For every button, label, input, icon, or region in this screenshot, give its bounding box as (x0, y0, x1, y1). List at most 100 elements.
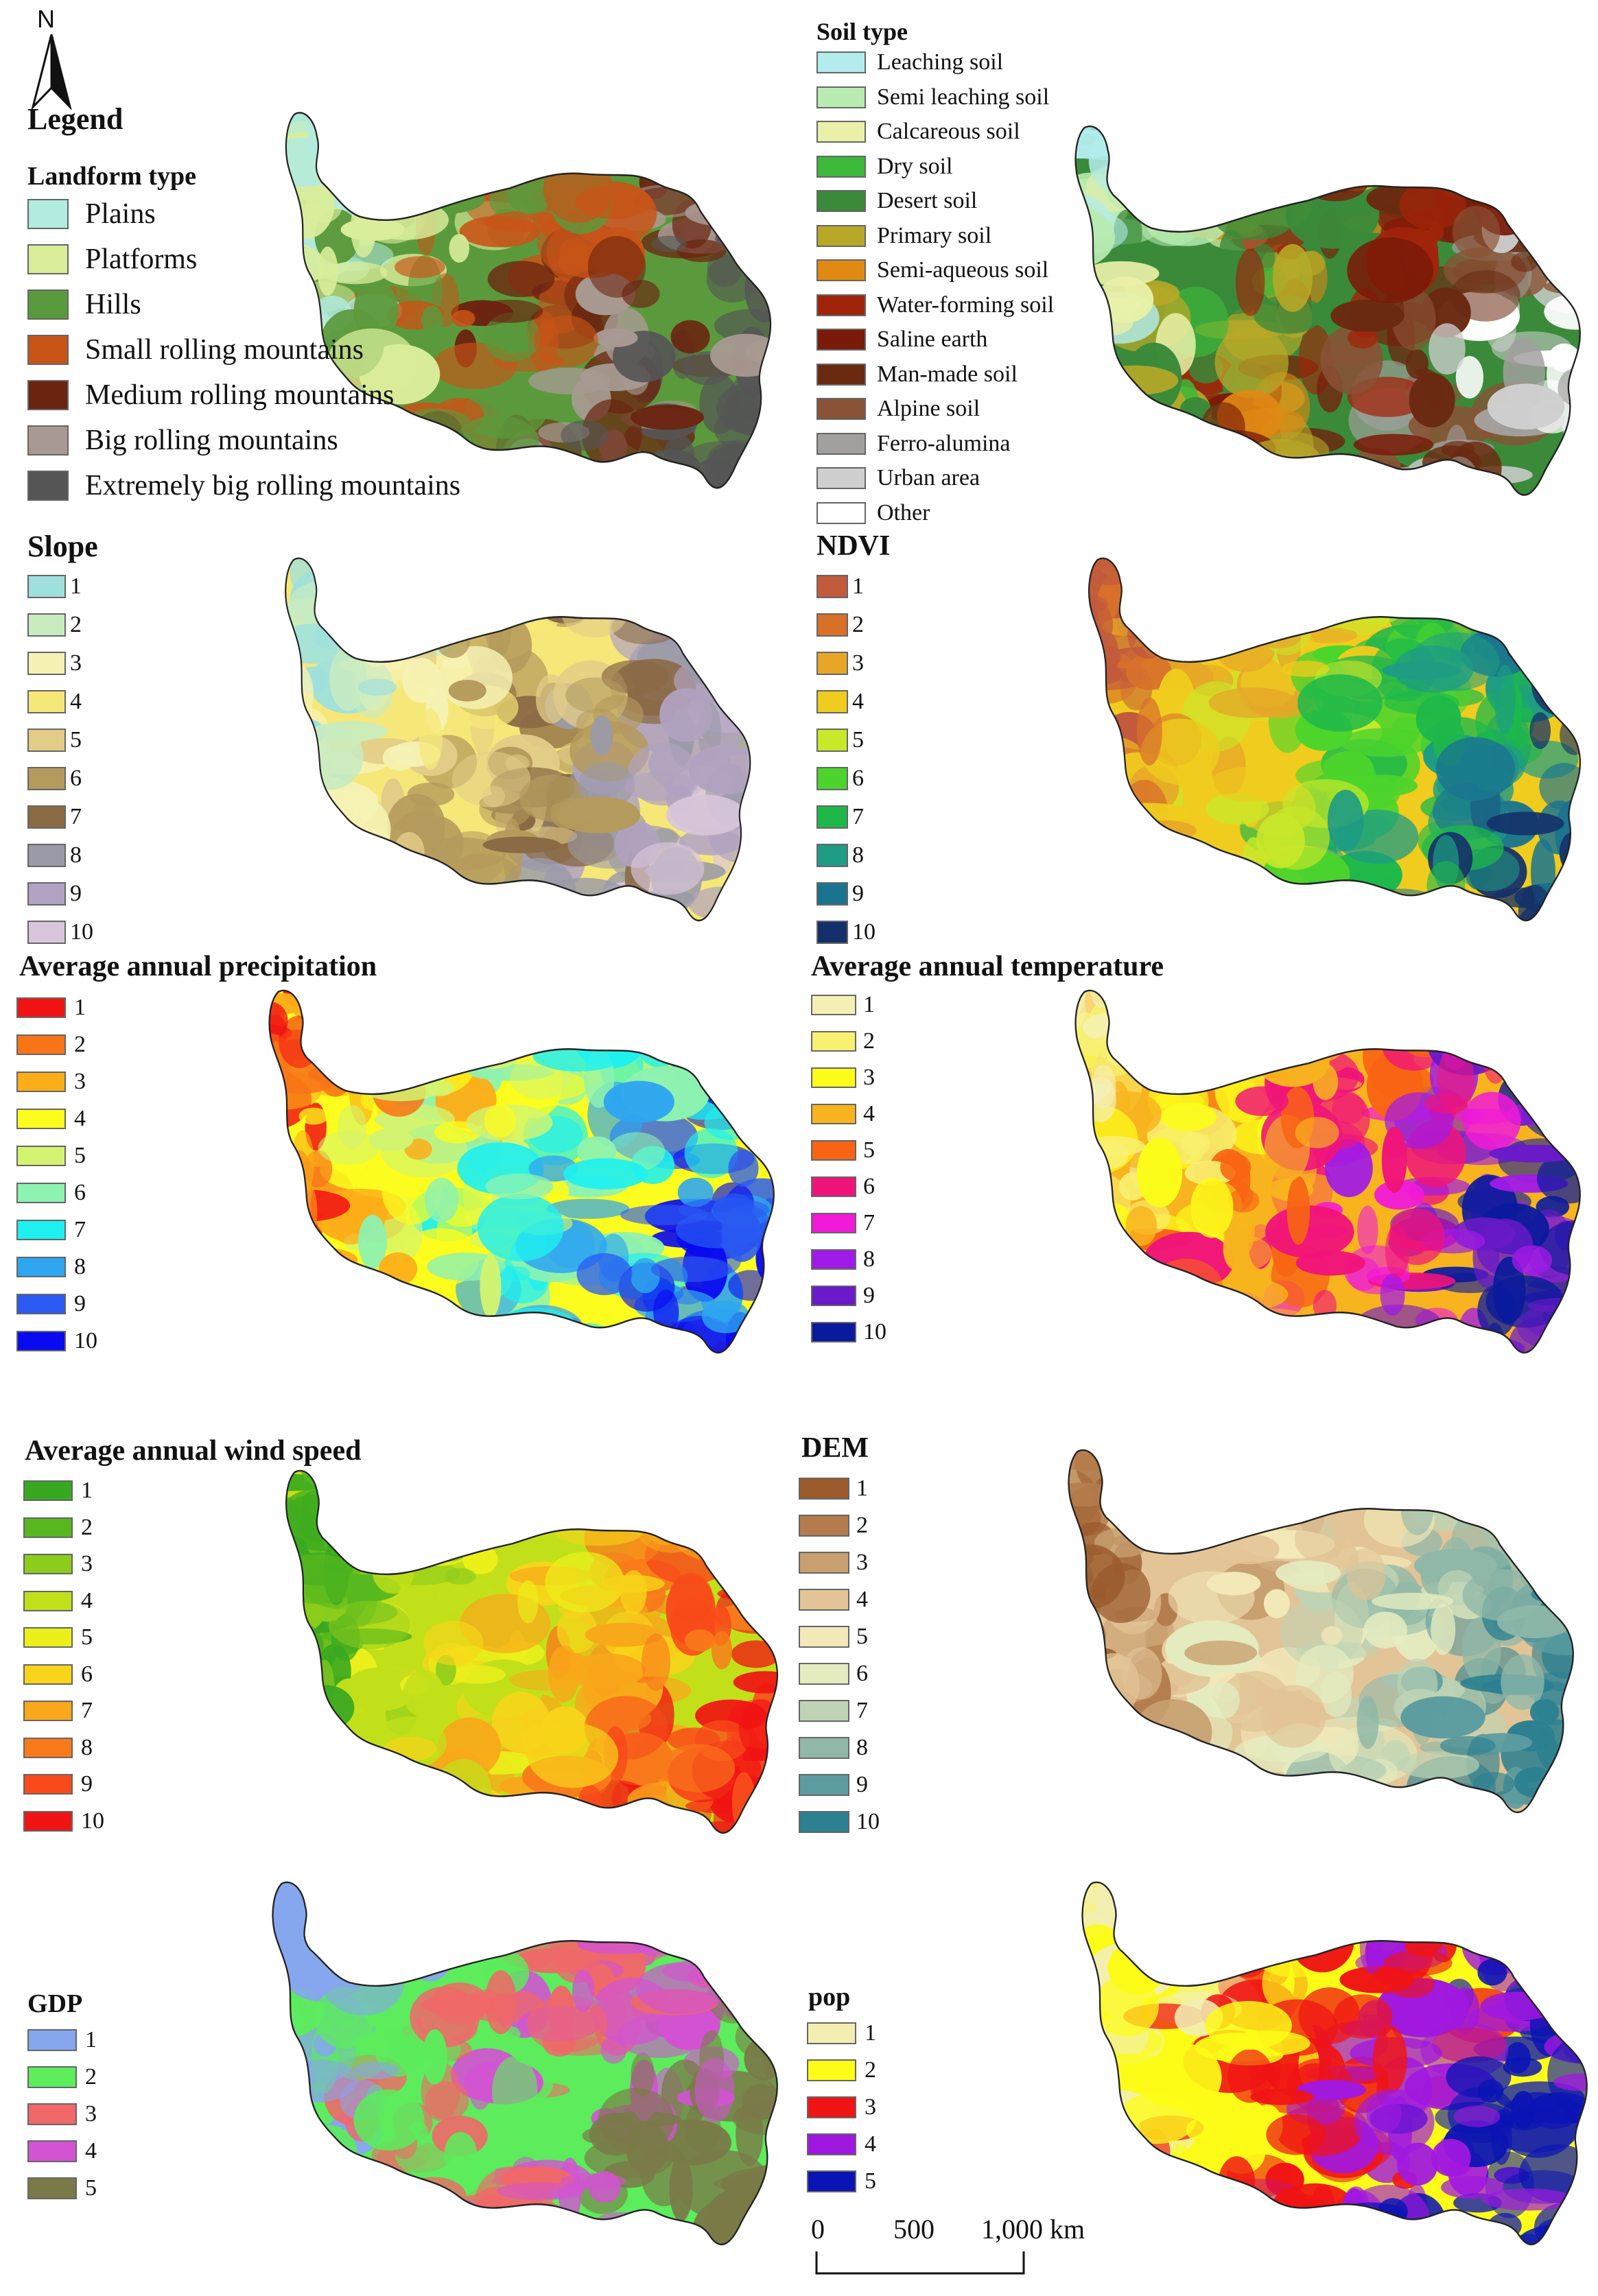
legend-label: Saline earth (877, 327, 988, 352)
legend-label: 8 (74, 1254, 86, 1279)
map-slope (274, 549, 755, 933)
legend-swatch (27, 2103, 77, 2125)
legend-label: 2 (856, 1513, 868, 1538)
legend-swatch (816, 51, 866, 73)
title-slope: Slope (27, 530, 98, 563)
legend-swatch (27, 2140, 77, 2162)
legend-swatch (799, 1478, 849, 1500)
legend-swatch (816, 398, 866, 420)
legend-label: 7 (81, 1698, 93, 1723)
legend-label: 7 (74, 1217, 86, 1242)
legend-swatch (23, 1701, 73, 1721)
legend-label: 3 (70, 650, 82, 676)
legend-label: 5 (863, 1137, 875, 1163)
legend-label: Big rolling mountains (85, 425, 338, 456)
legend-label: 2 (81, 1514, 93, 1540)
legend-swatch (816, 729, 848, 752)
legend-label: 4 (863, 1101, 875, 1126)
legend-swatch (27, 2029, 77, 2051)
legend-label: 2 (863, 1028, 875, 1054)
legend-swatch (811, 1176, 856, 1197)
legend-label: Plains (85, 198, 156, 230)
legend-swatch (23, 1774, 73, 1795)
title-soil: Soil type (816, 18, 908, 45)
title-dem: DEM (801, 1432, 869, 1464)
legend-label: Water-forming soil (877, 292, 1055, 318)
legend-swatch (811, 1067, 856, 1088)
legend-label: 2 (74, 1032, 86, 1057)
map-svg-pop (1081, 1881, 1588, 2245)
legend-swatch (816, 690, 848, 713)
legend-label: 10 (856, 1809, 880, 1834)
legend-label: Man-made soil (877, 361, 1018, 387)
scale-bar: 0 500 1,000 km (810, 2216, 1112, 2277)
legend-label: 7 (856, 1698, 868, 1723)
legend-swatch (23, 1664, 73, 1685)
legend-label: 9 (856, 1772, 868, 1797)
legend-swatch (811, 995, 856, 1015)
legend-label: 7 (70, 804, 82, 829)
legend-label: 3 (863, 1065, 875, 1090)
legend-swatch (27, 575, 66, 598)
map-svg-slope (285, 557, 751, 921)
legend-swatch (27, 2066, 77, 2088)
legend-swatch (16, 997, 66, 1018)
legend-swatch (816, 575, 848, 598)
north-label: N (37, 5, 55, 33)
legend-swatch (811, 1213, 856, 1233)
legend-swatch (23, 1737, 73, 1758)
legend-swatch (816, 155, 866, 178)
legend-swatch (27, 844, 66, 867)
legend-swatch (16, 1146, 66, 1166)
legend-label: 8 (81, 1734, 93, 1760)
legend-label: 9 (863, 1283, 875, 1308)
legend-label: 8 (863, 1246, 875, 1272)
legend-swatch (811, 1286, 856, 1306)
map-svg-temp (1074, 989, 1581, 1353)
legend-label: 9 (74, 1291, 86, 1316)
legend-label: Urban area (877, 465, 980, 490)
legend-swatch (23, 1517, 73, 1538)
legend-swatch (799, 1552, 849, 1574)
legend-swatch (23, 1627, 73, 1648)
legend-label: 3 (856, 1550, 868, 1575)
legend-label: 1 (81, 1478, 93, 1503)
legend-swatch (799, 1515, 849, 1537)
legend-swatch (807, 2096, 856, 2118)
map-dem (1057, 1441, 1578, 1825)
map-temp (1064, 981, 1585, 1365)
legend-heading: Legend (27, 102, 124, 136)
map-svg-gdp (272, 1881, 778, 2245)
legend-label: 4 (70, 689, 82, 714)
legend-swatch (816, 363, 866, 386)
legend-swatch (27, 690, 66, 713)
legend-label: Leaching soil (877, 49, 1004, 75)
legend-label: 4 (85, 2138, 97, 2164)
legend-swatch (816, 121, 866, 143)
legend-swatch (807, 2133, 856, 2155)
legend-swatch (27, 335, 69, 365)
legend-label: 3 (85, 2101, 97, 2127)
legend-label: 1 (863, 992, 875, 1017)
legend-swatch (816, 501, 866, 524)
legend-label: 6 (74, 1180, 86, 1205)
legend-label: 1 (70, 573, 82, 599)
legend-swatch (23, 1480, 73, 1501)
legend-swatch (811, 1104, 856, 1124)
legend-label: 2 (852, 612, 864, 637)
map-svg-ndvi (1088, 557, 1582, 921)
legend-swatch (27, 652, 66, 675)
legend-label: 5 (85, 2175, 97, 2201)
legend-label: Semi-aqueous soil (877, 257, 1049, 283)
legend-label: 6 (81, 1661, 93, 1687)
legend-swatch (816, 86, 866, 108)
legend-swatch (816, 652, 848, 675)
legend-swatch (811, 1031, 856, 1052)
legend-label: 5 (865, 2168, 876, 2194)
legend-swatch (16, 1109, 66, 1129)
legend-label: 2 (85, 2064, 97, 2090)
legend-swatch (23, 1810, 73, 1832)
legend-swatch (27, 729, 66, 752)
legend-label: 4 (856, 1587, 868, 1612)
legend-label: 3 (74, 1069, 86, 1094)
